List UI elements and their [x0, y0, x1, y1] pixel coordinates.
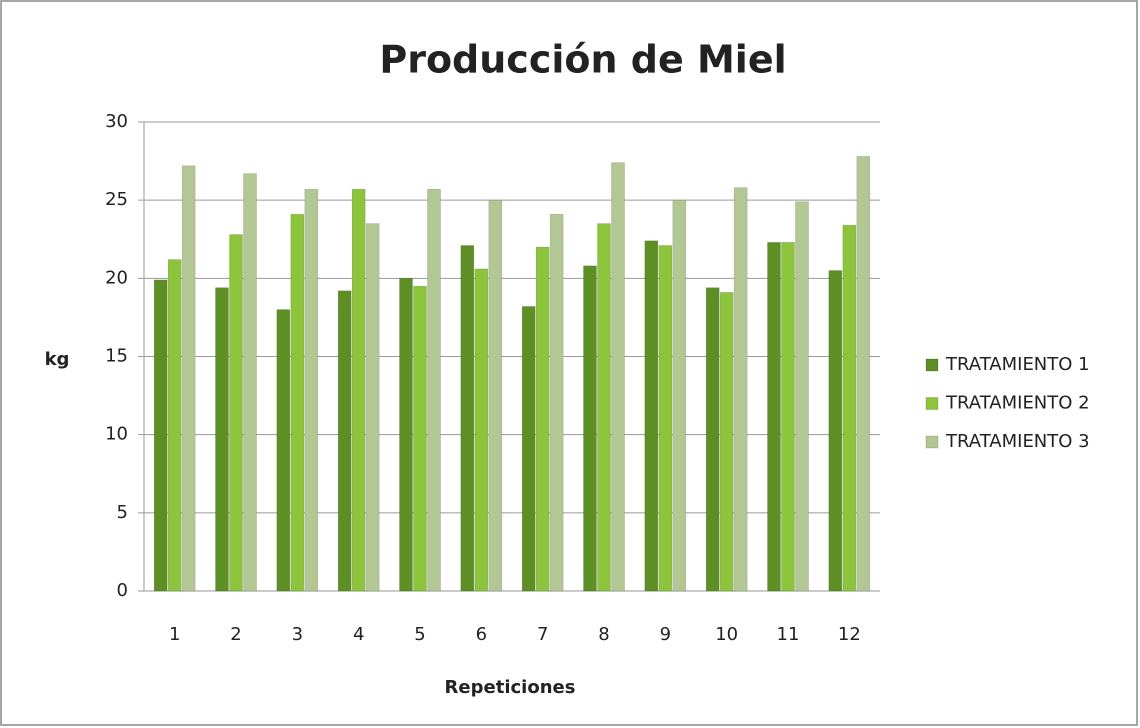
x-tick-label: 11 — [777, 624, 800, 645]
bar — [290, 213, 305, 592]
bar — [229, 234, 243, 592]
bar — [767, 242, 781, 592]
bar — [583, 265, 597, 592]
x-tick-label: 1 — [169, 624, 180, 645]
bar — [427, 188, 441, 592]
bar — [597, 223, 611, 592]
bar — [337, 290, 352, 592]
bar — [549, 213, 564, 592]
bar — [828, 270, 843, 592]
x-tick-label: 6 — [476, 624, 487, 645]
bar — [535, 246, 550, 592]
bar — [856, 156, 871, 592]
bar — [733, 187, 748, 592]
bar — [276, 309, 291, 592]
x-axis-label: Repeticiones — [445, 677, 576, 698]
chart-title: Producción de Miel — [379, 38, 786, 82]
bar — [181, 165, 196, 592]
bar — [842, 224, 857, 592]
bar — [304, 188, 319, 592]
bar — [658, 245, 673, 592]
y-axis-label: kg — [45, 349, 70, 370]
y-tick-label: 0 — [117, 580, 128, 601]
y-tick-label: 10 — [105, 424, 128, 445]
y-tick-label: 25 — [105, 189, 128, 210]
bar — [460, 245, 475, 592]
legend-swatch — [925, 358, 939, 372]
legend-label: TRATAMIENTO 2 — [945, 393, 1090, 414]
bar — [167, 259, 182, 592]
y-tick-label: 30 — [105, 111, 128, 132]
bar — [795, 201, 809, 592]
x-tick-label: 3 — [292, 624, 303, 645]
y-tick-label: 20 — [105, 267, 128, 288]
bar — [705, 287, 720, 592]
bar — [474, 268, 489, 592]
bar — [413, 285, 427, 592]
x-tick-label: 7 — [537, 624, 548, 645]
legend-label: TRATAMIENTO 3 — [945, 431, 1090, 452]
x-tick-label: 5 — [414, 624, 425, 645]
bar — [611, 162, 625, 592]
bar — [672, 199, 687, 592]
bar — [365, 223, 380, 592]
bar — [488, 199, 503, 592]
y-tick-label: 5 — [117, 502, 128, 523]
legend-swatch — [925, 397, 939, 410]
bar — [781, 242, 795, 592]
bar — [719, 292, 734, 592]
legend-swatch — [925, 435, 939, 449]
legend-label: TRATAMIENTO 1 — [945, 354, 1090, 375]
bar — [215, 287, 229, 592]
x-tick-label: 2 — [230, 624, 241, 645]
bar — [521, 306, 536, 592]
bar — [399, 278, 413, 592]
bar — [644, 240, 659, 592]
bar — [243, 173, 257, 592]
x-tick-label: 10 — [715, 624, 738, 645]
x-tick-label: 8 — [598, 624, 609, 645]
y-tick-label: 15 — [105, 346, 128, 367]
bar — [351, 188, 366, 592]
x-tick-label: 12 — [838, 624, 861, 645]
x-tick-label: 9 — [660, 624, 671, 645]
bar — [153, 279, 168, 592]
x-tick-label: 4 — [353, 624, 364, 645]
